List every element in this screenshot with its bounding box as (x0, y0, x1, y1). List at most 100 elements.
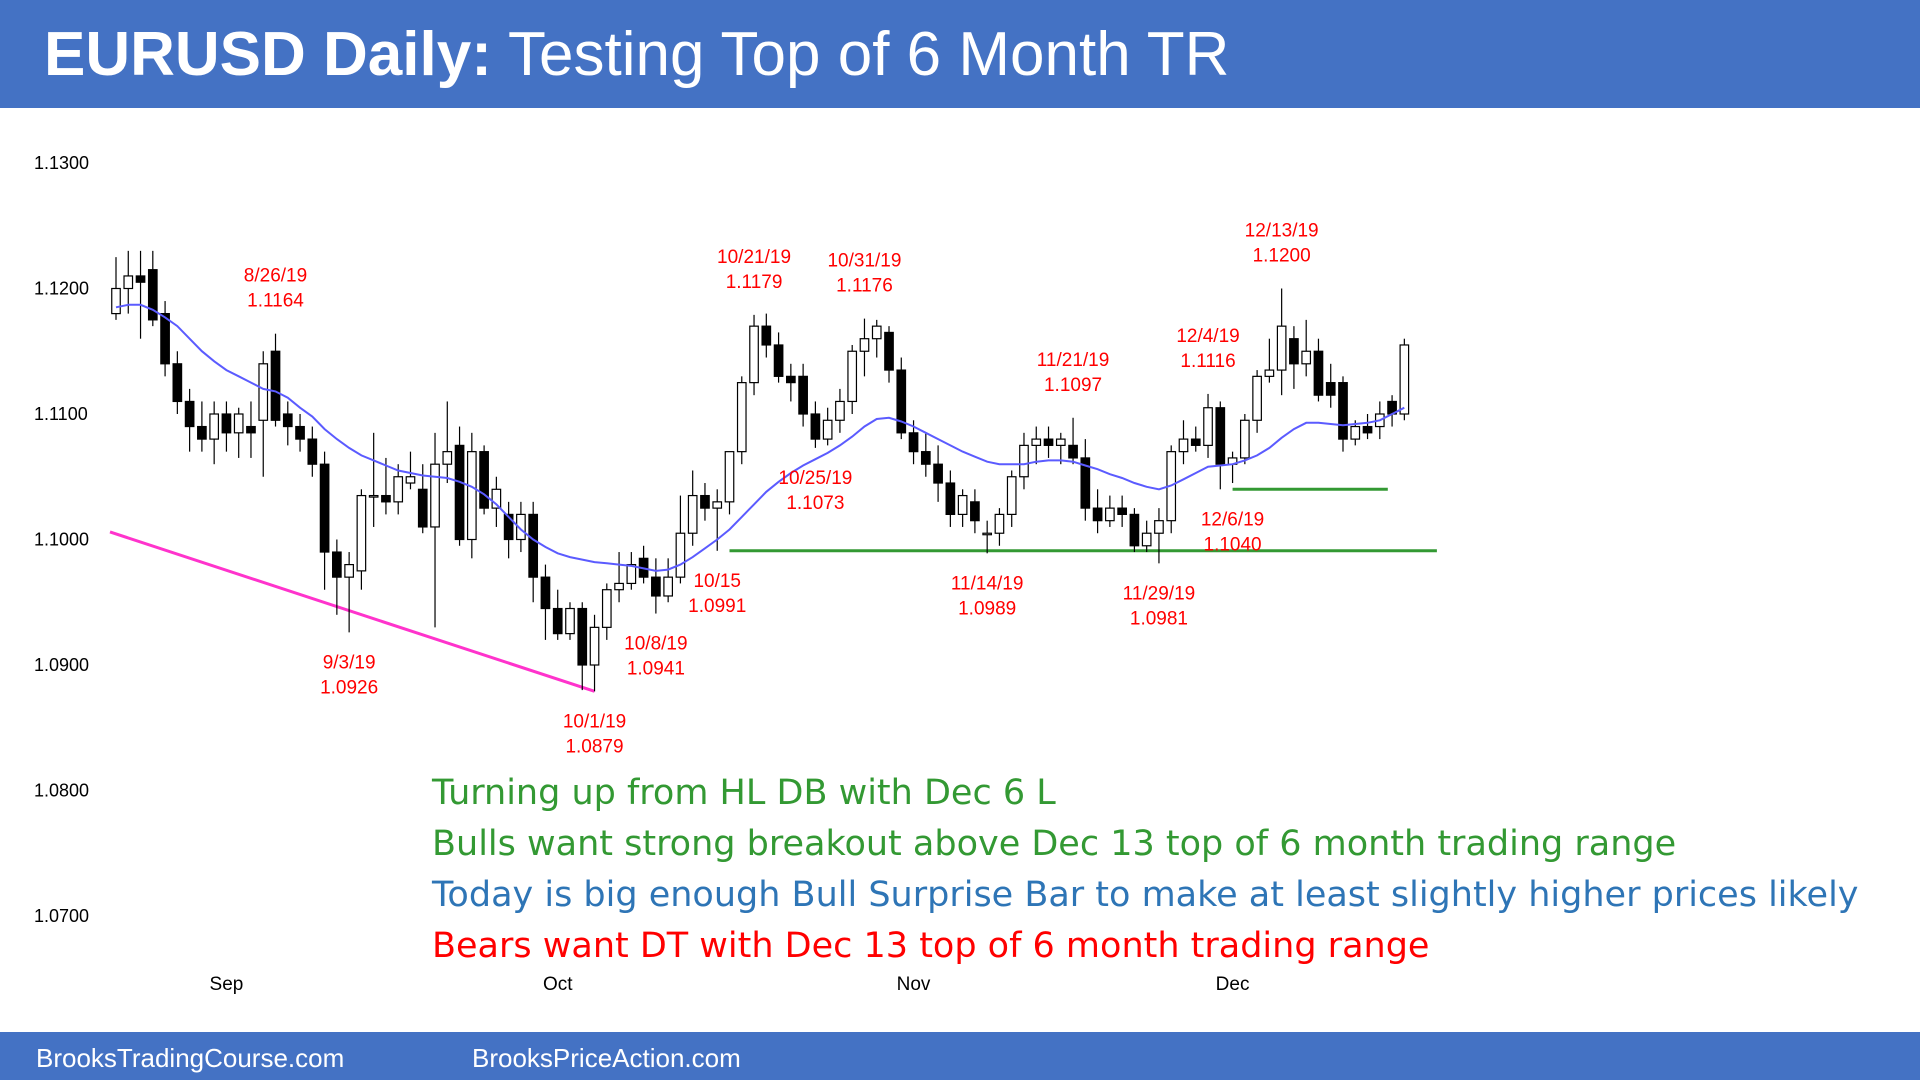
candle (577, 602, 588, 691)
candle (1055, 432, 1066, 465)
candle (1141, 520, 1152, 553)
price-annotation: 10/8/19 1.0941 (624, 634, 687, 680)
bear-candle-body (282, 413, 293, 428)
candle (1092, 489, 1103, 534)
annotation-date: 10/31/19 (827, 251, 901, 272)
candle (1387, 395, 1397, 427)
candle (135, 250, 146, 339)
candle (356, 489, 367, 590)
bull-candle-body (565, 607, 575, 635)
footer-link-brooks-trading-course[interactable]: BrooksTradingCourse.com (36, 1043, 345, 1073)
bull-candle-body (663, 576, 674, 597)
bull-candle-body (393, 476, 404, 503)
candle (147, 250, 158, 327)
annotation-price: 1.0879 (565, 736, 623, 757)
candle (1190, 426, 1201, 452)
price-annotation: 9/3/19 1.0926 (320, 652, 378, 698)
eurusd-daily-chart: 1.1300 1.1200 1.1100 1.1000 1.0900 1.0800 1.07… (34, 153, 1437, 995)
title-symbol: EURUSD Daily: (44, 20, 492, 89)
bull-candle-body (258, 363, 269, 421)
bear-candle-body (1190, 438, 1201, 446)
bear-candle-body (1362, 425, 1373, 434)
y-tick-label: 1.1300 (34, 153, 89, 173)
candle (847, 344, 858, 414)
candle (859, 318, 870, 377)
bull-candle-body (1154, 520, 1164, 534)
annotation-price: 1.1073 (786, 493, 844, 514)
candle (368, 432, 379, 527)
bull-candle-body (442, 451, 453, 465)
candle (589, 614, 600, 692)
y-tick-label: 1.0800 (34, 781, 89, 801)
candle (1129, 508, 1140, 553)
candle (1362, 414, 1373, 440)
bear-trendline (109, 530, 595, 693)
title-subtitle: Testing Top of 6 Month TR (507, 20, 1230, 89)
bear-candle-body (295, 425, 305, 440)
bull-candle-body (1019, 444, 1029, 478)
bear-candle-body (1092, 507, 1103, 522)
candle (430, 432, 440, 628)
candle (1019, 432, 1029, 490)
annotation-date: 10/25/19 (778, 468, 852, 489)
candle (307, 426, 318, 477)
candle (1215, 401, 1226, 490)
bull-candle-body (601, 589, 612, 628)
bull-candle-body (209, 413, 220, 440)
bear-candle-body (270, 350, 281, 421)
bear-candle-body (381, 494, 391, 503)
candle (1338, 376, 1348, 452)
commentary-line-4: Bears want DT with Dec 13 top of 6 month… (432, 926, 1430, 966)
bull-candle-body (1178, 438, 1189, 453)
bear-candle-body (1338, 382, 1348, 440)
bull-candle-body (1239, 419, 1250, 459)
candle (1252, 370, 1262, 433)
candle (884, 326, 894, 383)
bear-candle-body (810, 413, 821, 440)
bull-candle-body (957, 494, 968, 516)
x-axis-labels: Sep Oct Nov Dec (210, 974, 1250, 995)
candle (651, 558, 661, 614)
bear-candle-body (332, 551, 342, 578)
bull-candle-body (491, 488, 502, 509)
annotation-date: 10/21/19 (717, 247, 791, 268)
annotation-date: 11/14/19 (951, 573, 1024, 594)
candle (798, 363, 808, 427)
candle (1227, 451, 1238, 484)
bear-candle-body (454, 444, 465, 541)
commentary-line-2: Bulls want strong breakout above Dec 13 … (432, 824, 1677, 864)
annotation-date: 12/6/19 (1201, 509, 1264, 530)
price-annotation: 11/14/19 1.0989 (951, 573, 1024, 619)
price-annotation: 12/13/19 1.1200 (1245, 221, 1319, 267)
bull-candle-body (712, 501, 723, 509)
bull-candle-body (1006, 476, 1017, 516)
bear-candle-body (147, 269, 158, 321)
candle (970, 489, 980, 534)
candle (1031, 426, 1042, 465)
bear-candle-body (172, 363, 183, 403)
candle (1301, 319, 1312, 377)
annotation-price: 1.1179 (726, 272, 783, 293)
annotation-date: 8/26/19 (244, 266, 307, 287)
candle (1154, 508, 1164, 564)
y-tick-label: 1.0700 (34, 906, 89, 926)
bull-candle-body (736, 382, 747, 453)
footer-link-brooks-price-action[interactable]: BrooksPriceAction.com (472, 1043, 741, 1073)
annotation-date: 10/15 (693, 571, 741, 592)
candle (822, 407, 833, 446)
x-tick-label: Nov (897, 974, 931, 995)
bear-candle-body (761, 325, 772, 346)
bear-candle-body (933, 463, 943, 484)
bear-candle-body (540, 576, 551, 610)
candle (246, 401, 256, 458)
bear-candle-body (246, 425, 256, 434)
annotation-price: 1.0926 (320, 677, 378, 698)
candle (1276, 288, 1287, 396)
bull-candle-body (749, 325, 759, 384)
price-annotation: 10/15 1.0991 (688, 571, 746, 617)
bull-candle-body (111, 287, 121, 315)
candle (381, 457, 391, 515)
price-annotations: 8/26/191.11649/3/191.092610/1/191.087910… (244, 221, 1319, 758)
candle (197, 401, 207, 452)
annotation-date: 12/4/19 (1176, 326, 1239, 347)
